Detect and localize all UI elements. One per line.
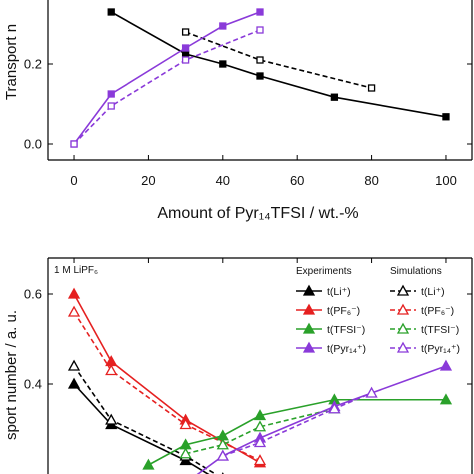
data-point xyxy=(219,60,227,68)
data-point xyxy=(107,102,115,110)
series-line xyxy=(73,311,261,462)
legend-label: t(TFSI⁻) xyxy=(421,324,459,336)
data-point xyxy=(253,420,267,432)
data-point xyxy=(328,402,341,414)
data-point xyxy=(253,454,267,466)
data-point xyxy=(105,413,118,425)
y-tick-label: 0.0 xyxy=(24,137,42,152)
legend-marker xyxy=(302,341,316,353)
data-point xyxy=(367,84,376,92)
series-line xyxy=(222,392,372,457)
legend-label: t(Pyr₁₄⁺) xyxy=(421,343,460,355)
bottom-chart: 0.4 0.6 sport number / a. u. 1 M LiPF₆ Ex… xyxy=(3,257,473,474)
series-line xyxy=(73,383,210,474)
data-point xyxy=(67,377,81,389)
bottom-ticks: 0.4 0.6 xyxy=(24,258,472,392)
legend-marker xyxy=(396,303,410,315)
series-line xyxy=(148,398,446,466)
data-point xyxy=(70,140,78,148)
legend-header-simulations: Simulations xyxy=(390,266,442,277)
y-tick-label: 0.6 xyxy=(24,287,42,302)
data-point xyxy=(179,418,192,430)
series-line xyxy=(73,293,261,464)
legend-header-experiments: Experiments xyxy=(296,266,352,277)
legend-marker xyxy=(302,284,316,296)
data-point xyxy=(107,90,115,98)
series xyxy=(67,305,267,466)
legend-marker xyxy=(396,322,410,334)
top-ylabel: Transport n xyxy=(3,24,20,100)
data-point xyxy=(216,429,229,441)
series-line xyxy=(110,11,447,118)
series xyxy=(107,8,450,121)
series-line xyxy=(73,365,217,474)
x-tick-label: 80 xyxy=(364,173,378,188)
series xyxy=(67,359,224,474)
legend-marker xyxy=(396,341,410,353)
legend-label: t(Pyr₁₄⁺) xyxy=(327,343,366,355)
data-point xyxy=(216,438,229,450)
bottom-plot-area xyxy=(67,287,453,474)
data-point xyxy=(181,50,190,58)
series xyxy=(70,8,264,148)
data-point xyxy=(253,409,267,421)
data-point xyxy=(179,447,192,459)
legend-label: t(Li⁺) xyxy=(327,286,351,298)
data-point xyxy=(67,287,81,299)
y-tick-label: 0.4 xyxy=(24,377,42,392)
data-point xyxy=(67,359,81,371)
data-point xyxy=(256,72,264,80)
series-line xyxy=(73,29,261,145)
top-xlabel: Amount of Pyr₁₄TFSI / wt.-% xyxy=(157,205,358,222)
x-tick-label: 100 xyxy=(435,173,457,188)
series xyxy=(70,26,264,148)
data-point xyxy=(365,386,378,398)
data-point xyxy=(181,44,190,52)
top-plot-area xyxy=(70,8,450,148)
legend-marker xyxy=(396,284,410,296)
series xyxy=(181,28,376,92)
data-point xyxy=(181,28,190,36)
x-tick-label: 20 xyxy=(141,173,155,188)
data-point xyxy=(330,93,339,101)
data-point xyxy=(256,26,264,34)
series-line xyxy=(185,407,335,455)
data-point xyxy=(219,22,227,30)
data-point xyxy=(181,56,190,64)
data-point xyxy=(105,355,118,367)
data-point xyxy=(105,364,118,376)
data-point xyxy=(253,436,267,448)
series xyxy=(67,287,267,468)
data-point xyxy=(439,393,453,405)
data-point xyxy=(216,449,229,461)
series xyxy=(216,386,378,461)
data-point xyxy=(256,56,264,64)
series-line xyxy=(73,11,261,145)
data-point xyxy=(67,305,81,317)
x-tick-label: 40 xyxy=(216,173,230,188)
x-tick-label: 0 xyxy=(70,173,77,188)
bottom-ylabel: sport number / a. u. xyxy=(3,310,20,440)
legend-marker xyxy=(302,322,316,334)
series-line xyxy=(185,31,372,89)
data-point xyxy=(256,8,264,16)
legend-label: t(TFSI⁻) xyxy=(327,324,365,336)
data-point xyxy=(439,359,453,371)
legend-label: t(PF₆⁻) xyxy=(421,305,454,317)
bottom-annotation: 1 M LiPF₆ xyxy=(54,265,98,276)
legend-label: t(Li⁺) xyxy=(421,286,445,298)
data-point xyxy=(442,113,450,121)
data-point xyxy=(142,458,155,470)
y-tick-label: 0.2 xyxy=(24,57,42,72)
legend-label: t(PF₆⁻) xyxy=(327,305,360,317)
legend: Experiments Simulations t(Li⁺) t(Li⁺) t(PF… xyxy=(296,266,460,355)
top-chart: 0 20 40 60 80 100 0.0 0.2 Transport n Amount of… xyxy=(3,0,473,222)
top-ticks: 0 20 40 60 80 100 0.0 0.2 xyxy=(24,57,472,188)
data-point xyxy=(107,8,115,16)
x-tick-label: 60 xyxy=(290,173,304,188)
legend-marker xyxy=(302,303,316,315)
